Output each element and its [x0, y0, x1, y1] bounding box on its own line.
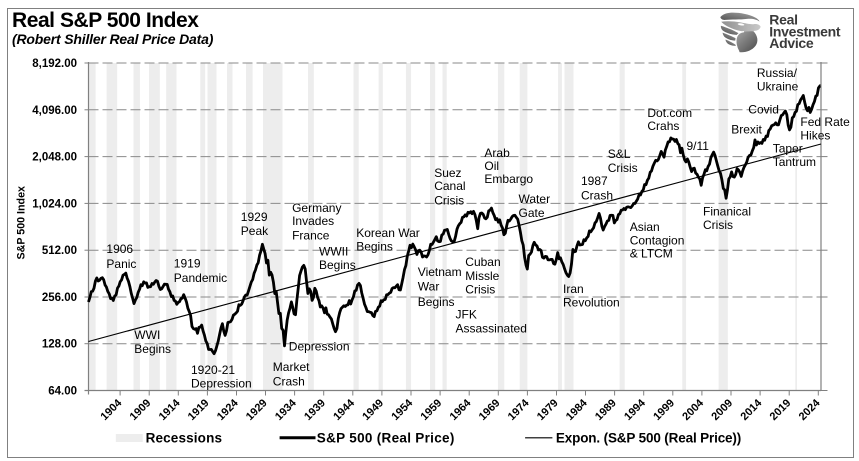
svg-text:2019: 2019 [768, 397, 794, 423]
svg-text:Peak: Peak [241, 224, 269, 238]
svg-text:512.00: 512.00 [42, 245, 77, 257]
svg-text:Arab: Arab [484, 146, 510, 160]
svg-text:1999: 1999 [651, 397, 677, 423]
svg-text:Embargo: Embargo [484, 172, 533, 186]
svg-text:Invades: Invades [292, 214, 334, 228]
svg-text:1954: 1954 [389, 397, 415, 423]
svg-text:Fed Rate: Fed Rate [800, 115, 850, 129]
svg-text:2004: 2004 [680, 397, 706, 423]
svg-text:WWII: WWII [319, 244, 348, 258]
svg-text:Asian: Asian [630, 220, 660, 234]
svg-text:Depression: Depression [191, 376, 252, 390]
svg-text:War: War [418, 279, 440, 293]
svg-text:1,024.00: 1,024.00 [32, 198, 77, 210]
svg-text:Assassinated: Assassinated [456, 321, 527, 335]
svg-text:9/11: 9/11 [687, 139, 710, 153]
svg-text:Panic: Panic [106, 257, 136, 271]
svg-text:1979: 1979 [535, 397, 561, 423]
svg-text:Canal: Canal [434, 179, 465, 193]
svg-text:1929: 1929 [244, 397, 270, 423]
svg-text:Pandemic: Pandemic [174, 271, 227, 285]
svg-text:1934: 1934 [273, 397, 299, 423]
svg-text:1906: 1906 [106, 242, 133, 256]
svg-text:Crash: Crash [273, 375, 305, 389]
svg-text:Depression: Depression [289, 339, 350, 353]
svg-text:1969: 1969 [477, 397, 503, 423]
svg-text:Market: Market [273, 360, 310, 374]
svg-text:2009: 2009 [709, 397, 735, 423]
svg-text:France: France [292, 229, 330, 243]
svg-text:1959: 1959 [419, 397, 445, 423]
svg-text:JFK: JFK [456, 308, 477, 322]
svg-text:Revolution: Revolution [563, 295, 620, 309]
svg-text:Ukraine: Ukraine [757, 80, 799, 94]
svg-text:Crisis: Crisis [703, 218, 733, 232]
svg-text:1939: 1939 [302, 397, 328, 423]
svg-text:1987: 1987 [581, 174, 608, 188]
svg-text:Tantrum: Tantrum [773, 155, 816, 169]
svg-text:Begins: Begins [319, 258, 356, 272]
svg-text:Begins: Begins [418, 295, 455, 309]
svg-text:Russia/: Russia/ [757, 66, 798, 80]
svg-text:Crisis: Crisis [465, 283, 495, 297]
svg-text:1974: 1974 [506, 397, 532, 423]
svg-text:Begins: Begins [356, 240, 393, 254]
svg-text:WWI: WWI [134, 328, 160, 342]
svg-text:Korean War: Korean War [356, 226, 420, 240]
svg-text:1994: 1994 [622, 397, 648, 423]
svg-text:2024: 2024 [797, 397, 823, 423]
svg-text:1929: 1929 [241, 210, 268, 224]
svg-text:Iran: Iran [563, 282, 584, 296]
svg-text:1919: 1919 [174, 257, 201, 271]
svg-text:Investment: Investment [769, 23, 841, 39]
svg-text:S&P 500 (Real Price): S&P 500 (Real Price) [317, 430, 455, 445]
svg-text:Germany: Germany [292, 201, 341, 215]
svg-text:1909: 1909 [128, 397, 154, 423]
svg-text:1914: 1914 [157, 397, 183, 423]
svg-text:Cuban: Cuban [465, 255, 500, 269]
svg-text:Finanical: Finanical [703, 204, 751, 218]
svg-text:& LTCM: & LTCM [630, 247, 673, 261]
svg-text:2014: 2014 [739, 397, 765, 423]
svg-text:Water: Water [519, 192, 551, 206]
svg-text:1904: 1904 [99, 397, 125, 423]
svg-text:Expon. (S&P 500 (Real Price)): Expon. (S&P 500 (Real Price)) [556, 430, 741, 445]
svg-text:Missle: Missle [465, 269, 499, 283]
svg-text:256.00: 256.00 [42, 292, 77, 304]
svg-text:4,096.00: 4,096.00 [32, 105, 77, 117]
svg-text:Gate: Gate [519, 206, 545, 220]
svg-text:Suez: Suez [434, 166, 461, 180]
svg-text:128.00: 128.00 [42, 339, 77, 351]
svg-text:1949: 1949 [360, 397, 386, 423]
svg-text:Covid: Covid [748, 102, 779, 116]
svg-text:1984: 1984 [564, 397, 590, 423]
svg-text:Brexit: Brexit [731, 122, 762, 136]
svg-text:Taper: Taper [773, 141, 803, 155]
svg-text:S&P 500 Index: S&P 500 Index [16, 186, 28, 260]
svg-text:Dot.com: Dot.com [647, 106, 692, 120]
svg-text:Begins: Begins [134, 342, 171, 356]
svg-text:2,048.00: 2,048.00 [32, 152, 77, 164]
svg-text:Vietnam: Vietnam [418, 265, 462, 279]
svg-text:1924: 1924 [215, 397, 241, 423]
svg-text:1989: 1989 [593, 397, 619, 423]
svg-text:Crash: Crash [581, 188, 613, 202]
svg-text:1964: 1964 [448, 397, 474, 423]
svg-text:Contagion: Contagion [630, 233, 685, 247]
svg-text:Hikes: Hikes [800, 129, 830, 143]
svg-text:Recessions: Recessions [146, 430, 223, 445]
svg-text:Oil: Oil [484, 159, 499, 173]
svg-text:Crisis: Crisis [434, 194, 464, 208]
svg-text:1944: 1944 [331, 397, 357, 423]
svg-text:Advice: Advice [769, 35, 814, 51]
svg-text:8,192.00: 8,192.00 [32, 58, 77, 70]
svg-text:Crisis: Crisis [608, 161, 638, 175]
svg-text:64.00: 64.00 [48, 386, 77, 398]
svg-text:1919: 1919 [186, 397, 212, 423]
svg-text:1920-21: 1920-21 [191, 363, 235, 377]
svg-text:S&L: S&L [608, 147, 631, 161]
svg-text:Crahs: Crahs [647, 119, 679, 133]
svg-text:Real: Real [769, 12, 797, 28]
